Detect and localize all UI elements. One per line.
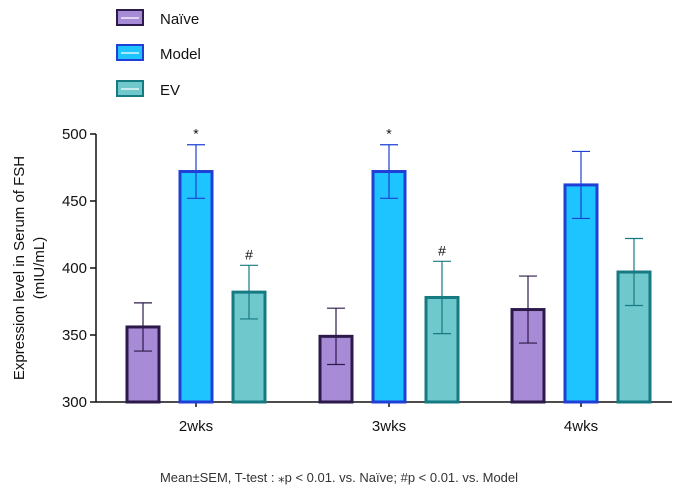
y-axis-title-line1: Expression level in Serum of FSH xyxy=(11,156,28,380)
y-axis-title-line2: (mIU/mL) xyxy=(31,237,48,300)
y-tick-label: 300 xyxy=(62,394,87,411)
x-tick-label: 3wks xyxy=(372,418,406,435)
footnote: Mean±SEM, T-test : ⁎p < 0.01. vs. Naïve;… xyxy=(159,470,519,485)
y-tick-label: 450 xyxy=(62,193,87,210)
legend: Naïve Model EV xyxy=(116,9,201,99)
x-tick-label: 4wks xyxy=(564,418,598,435)
y-axis-title: Expression level in Serum of FSH (mIU/mL… xyxy=(11,156,48,380)
significance-mark: * xyxy=(386,126,392,142)
legend-item: EV xyxy=(116,80,180,99)
bar xyxy=(371,170,407,404)
legend-item: Naïve xyxy=(116,9,199,28)
bar-chart: Naïve Model EV Expression level in Serum o… xyxy=(11,9,672,435)
significance-mark: # xyxy=(438,242,446,258)
y-tick-label: 400 xyxy=(62,260,87,277)
bars: * # * # xyxy=(125,126,652,404)
bar xyxy=(178,170,214,404)
legend-label: Model xyxy=(160,46,201,63)
significance-mark: # xyxy=(245,246,253,262)
x-tick-label: 2wks xyxy=(179,418,213,435)
y-tick-label: 350 xyxy=(62,327,87,344)
significance-mark: * xyxy=(193,126,199,142)
legend-label: Naïve xyxy=(160,11,199,28)
legend-item: Model xyxy=(116,44,201,63)
legend-label: EV xyxy=(160,82,180,99)
y-tick-label: 500 xyxy=(62,126,87,143)
